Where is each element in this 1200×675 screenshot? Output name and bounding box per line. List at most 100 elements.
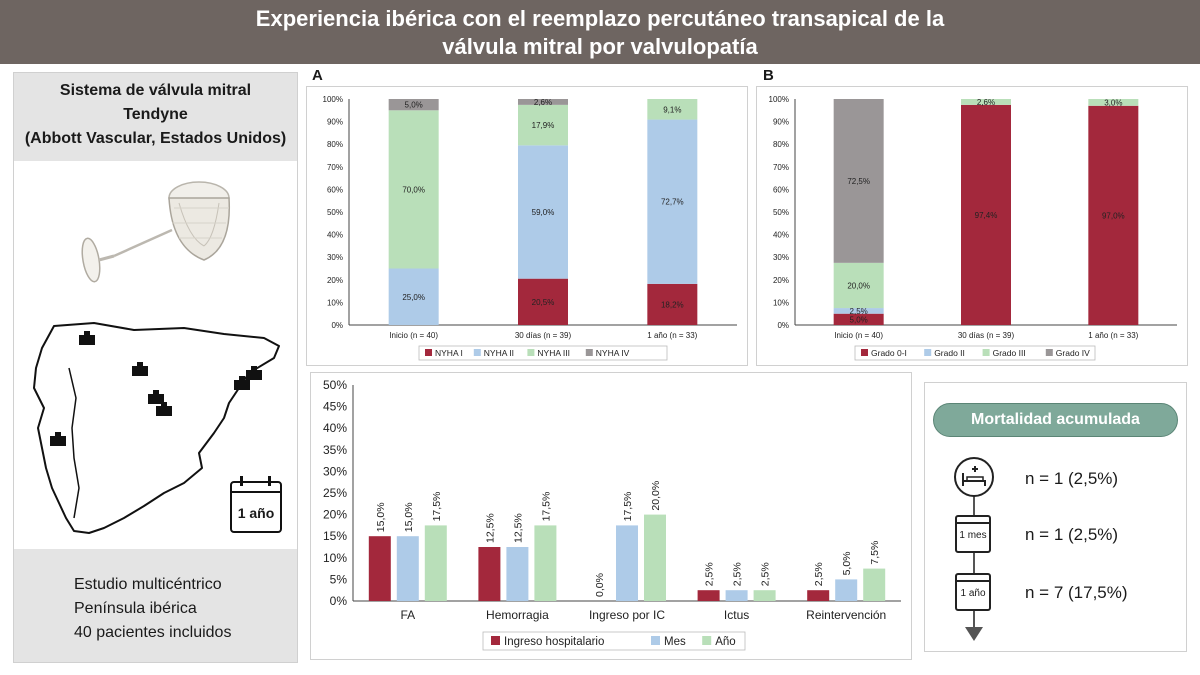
- bar: [616, 525, 638, 601]
- calendar-label: 1 año: [960, 588, 986, 599]
- y-tick-label: 0%: [777, 321, 789, 330]
- data-label: 12,5%: [484, 513, 496, 543]
- x-tick-label: Ictus: [724, 608, 749, 622]
- bar-segment: [647, 283, 698, 325]
- bar-segment: [388, 268, 439, 325]
- data-label: 17,9%: [532, 121, 555, 130]
- bar-segment: [518, 145, 568, 279]
- legend-swatch: [425, 349, 432, 356]
- data-label: 17,5%: [431, 492, 443, 522]
- y-tick-label: 70%: [773, 163, 789, 172]
- bar: [424, 525, 447, 601]
- events-chart-panel: 0% 5% 10% 15% 20% 25% 30% 35% 40% 45% 50% FA 15,0% 15…: [310, 372, 912, 660]
- data-label: 12,5%: [512, 513, 524, 543]
- device-title: Sistema de válvula mitral Tendyne (Abbot…: [14, 73, 297, 161]
- mitral-regurgitation-stacked-bar-chart: 0% 10% 20% 30% 40% 50% 60% 70% 80% 90% 100% Inicio …: [769, 95, 1177, 361]
- y-tick-label: 80%: [773, 140, 789, 149]
- device-panel: Sistema de válvula mitral Tendyne (Abbot…: [13, 72, 298, 663]
- legend-label: Grado 0-I: [871, 348, 907, 358]
- data-label: 5,0%: [405, 101, 423, 110]
- bar-segment: [518, 104, 568, 146]
- data-label: 0,0%: [594, 573, 606, 597]
- data-label: 5,0%: [841, 551, 853, 575]
- legend-swatch: [702, 636, 712, 645]
- y-tick-label: 80%: [327, 140, 343, 149]
- x-tick-label: Reintervención: [806, 608, 886, 622]
- data-label: 15,0%: [403, 502, 415, 532]
- y-tick-label: 35%: [323, 443, 347, 457]
- data-label: 20,0%: [650, 481, 662, 511]
- hospital-icon: [79, 331, 95, 345]
- hospital-icon: [246, 366, 262, 380]
- legend-label: Grado IV: [1056, 348, 1090, 358]
- y-tick-label: 40%: [327, 231, 343, 240]
- bar: [478, 547, 501, 601]
- legend-box: [482, 631, 746, 651]
- bar-segment: [647, 119, 698, 284]
- y-tick-label: 40%: [773, 231, 789, 240]
- bar-segment: [833, 99, 884, 263]
- bar: [396, 536, 419, 601]
- legend-label: Año: [715, 636, 735, 648]
- data-label: 20,5%: [532, 298, 555, 307]
- y-tick-label: 100%: [323, 95, 343, 104]
- data-label: 2,5%: [704, 562, 716, 586]
- data-label: 2,6%: [534, 98, 552, 107]
- calendar-icon: 1 año: [230, 476, 282, 533]
- hospital-icon: [50, 432, 66, 446]
- nyha-stacked-bar-chart: 0% 10% 20% 30% 40% 50% 60% 70% 80% 90% 100% Inicio …: [323, 95, 737, 361]
- legend-label: NYHA IV: [596, 348, 630, 358]
- calendar-icon: 1 año: [955, 573, 991, 611]
- device-title-line-1: Sistema de válvula mitral: [59, 82, 252, 99]
- mortality-month-value: n = 1 (2,5%): [1025, 525, 1119, 544]
- data-label: 3,0%: [1104, 98, 1122, 107]
- legend-label: Grado II: [934, 348, 965, 358]
- bar-segment: [388, 99, 439, 111]
- legend-label: Ingreso hospitalario: [504, 636, 604, 648]
- iberian-peninsula-map: [33, 322, 280, 534]
- y-tick-label: 50%: [323, 378, 347, 392]
- bar-segment: [961, 104, 1011, 325]
- y-tick-label: 0%: [331, 321, 343, 330]
- bar-segment: [833, 308, 884, 314]
- bar: [697, 590, 720, 601]
- legend-swatch: [491, 636, 500, 645]
- bar-segment: [518, 278, 568, 325]
- study-info-line-2: Península ibérica: [74, 600, 197, 617]
- hospital-bed-icon: [954, 457, 994, 497]
- bar: [725, 590, 748, 601]
- legend-label: NYHA II: [484, 348, 514, 358]
- y-tick-label: 45%: [323, 400, 347, 414]
- bar: [506, 547, 529, 601]
- legend-swatch: [924, 349, 932, 356]
- timeline-line: [973, 491, 975, 631]
- data-label: 97,4%: [975, 211, 998, 220]
- y-tick-label: 50%: [327, 208, 343, 217]
- bar: [835, 579, 858, 601]
- bar-segment: [1088, 99, 1139, 106]
- device-title-line-2: Tendyne: [123, 106, 188, 123]
- page-title-line-2: válvula mitral por valvulopatía: [442, 34, 758, 59]
- bar: [534, 525, 557, 601]
- y-tick-label: 70%: [327, 163, 343, 172]
- bar: [644, 514, 666, 601]
- hospital-icon: [156, 402, 172, 416]
- timeline-arrow-icon: [965, 627, 983, 641]
- panel-label-b: B: [763, 67, 774, 84]
- calendar-label: 1 mes: [959, 530, 987, 541]
- y-tick-label: 5%: [330, 572, 348, 586]
- data-label: 25,0%: [402, 293, 425, 302]
- y-tick-label: 20%: [323, 508, 347, 522]
- data-label: 97,0%: [1102, 211, 1125, 220]
- data-label: 72,7%: [661, 198, 684, 207]
- legend-label: Grado III: [993, 348, 1026, 358]
- data-label: 20,0%: [847, 281, 870, 290]
- calendar-label: 1 año: [237, 505, 275, 521]
- page-title-line-1: Experiencia ibérica con el reemplazo per…: [255, 6, 945, 31]
- legend-label: NYHA III: [537, 348, 570, 358]
- data-label: 5,0%: [850, 315, 868, 324]
- legend-box: [854, 345, 1096, 361]
- y-tick-label: 15%: [323, 529, 347, 543]
- legend-swatch: [1045, 349, 1053, 356]
- y-tick-label: 40%: [323, 421, 347, 435]
